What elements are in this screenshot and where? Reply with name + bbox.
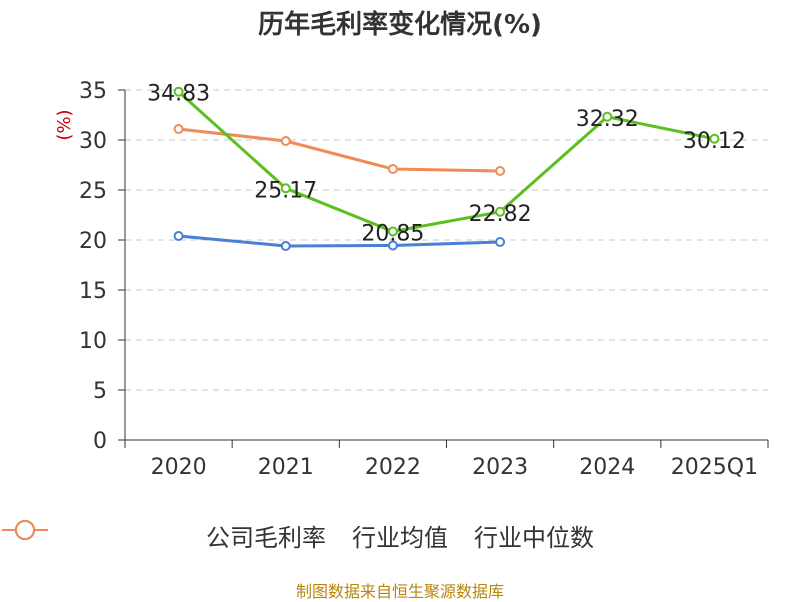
series-2-point-2020 [173,124,184,134]
series-2-point-2021 [280,136,291,146]
y-tick-label-15: 15 [79,279,107,304]
series-0-point-2020 [173,86,184,97]
legend-label-industry-mean: 行业均值 [352,524,448,552]
series-2-point-2023 [495,166,506,176]
data-label-2023: 22.82 [469,202,532,227]
series-2-point-2022 [387,164,398,174]
data-label-2021: 25.17 [254,178,317,203]
series-1-point-2022 [387,240,398,251]
y-tick-label-25: 25 [79,179,107,204]
series-line-2 [178,127,501,173]
series-1-point-2023 [495,237,506,247]
legend: 公司毛利率 行业均值 行业中位数 [0,518,800,553]
series-0-point-2021 [280,183,291,194]
x-tick-label-2021: 2021 [258,455,314,480]
data-label-2022: 20.85 [361,222,424,247]
y-axis-label: (%) [54,109,75,140]
series-1-point-2020 [173,231,184,241]
legend-item-industry-median[interactable]: 行业中位数 [2,518,594,553]
series-0-point-2022 [387,226,398,237]
series-line-0 [177,90,715,233]
data-label-2020: 34.83 [147,82,210,107]
data-label-2024: 32.32 [576,107,639,132]
legend-label-company-margin: 公司毛利率 [206,524,326,552]
x-tick-label-2022: 2022 [365,455,421,480]
x-tick-label-2023: 2023 [472,455,528,480]
chart-title: 历年毛利率变化情况(%) [258,10,542,40]
series-1-point-2021 [280,241,291,251]
legend-label-industry-median: 行业中位数 [474,524,594,552]
y-tick-label-0: 0 [93,429,107,454]
y-tick-label-5: 5 [93,379,107,404]
series-line-1 [178,234,501,248]
series-0-point-2023 [495,206,506,217]
legend-item-industry-mean[interactable]: 行业均值 [2,518,448,553]
data-label-2025Q1: 30.12 [683,129,746,154]
y-tick-label-20: 20 [79,229,107,254]
x-tick-label-2020: 2020 [151,455,207,480]
series-0-point-2024 [602,111,613,122]
y-tick-label-35: 35 [79,79,107,104]
y-tick-label-10: 10 [79,329,107,354]
legend-item-company-margin[interactable]: 公司毛利率 [2,518,326,553]
source-note: 制图数据来自恒生聚源数据库 [295,582,504,601]
x-tick-label-2025Q1: 2025Q1 [671,455,758,480]
series-0-point-2025Q1 [709,133,720,144]
legend-marker-industry-median [2,520,48,540]
y-tick-label-30: 30 [79,129,107,154]
x-tick-label-2024: 2024 [579,455,635,480]
